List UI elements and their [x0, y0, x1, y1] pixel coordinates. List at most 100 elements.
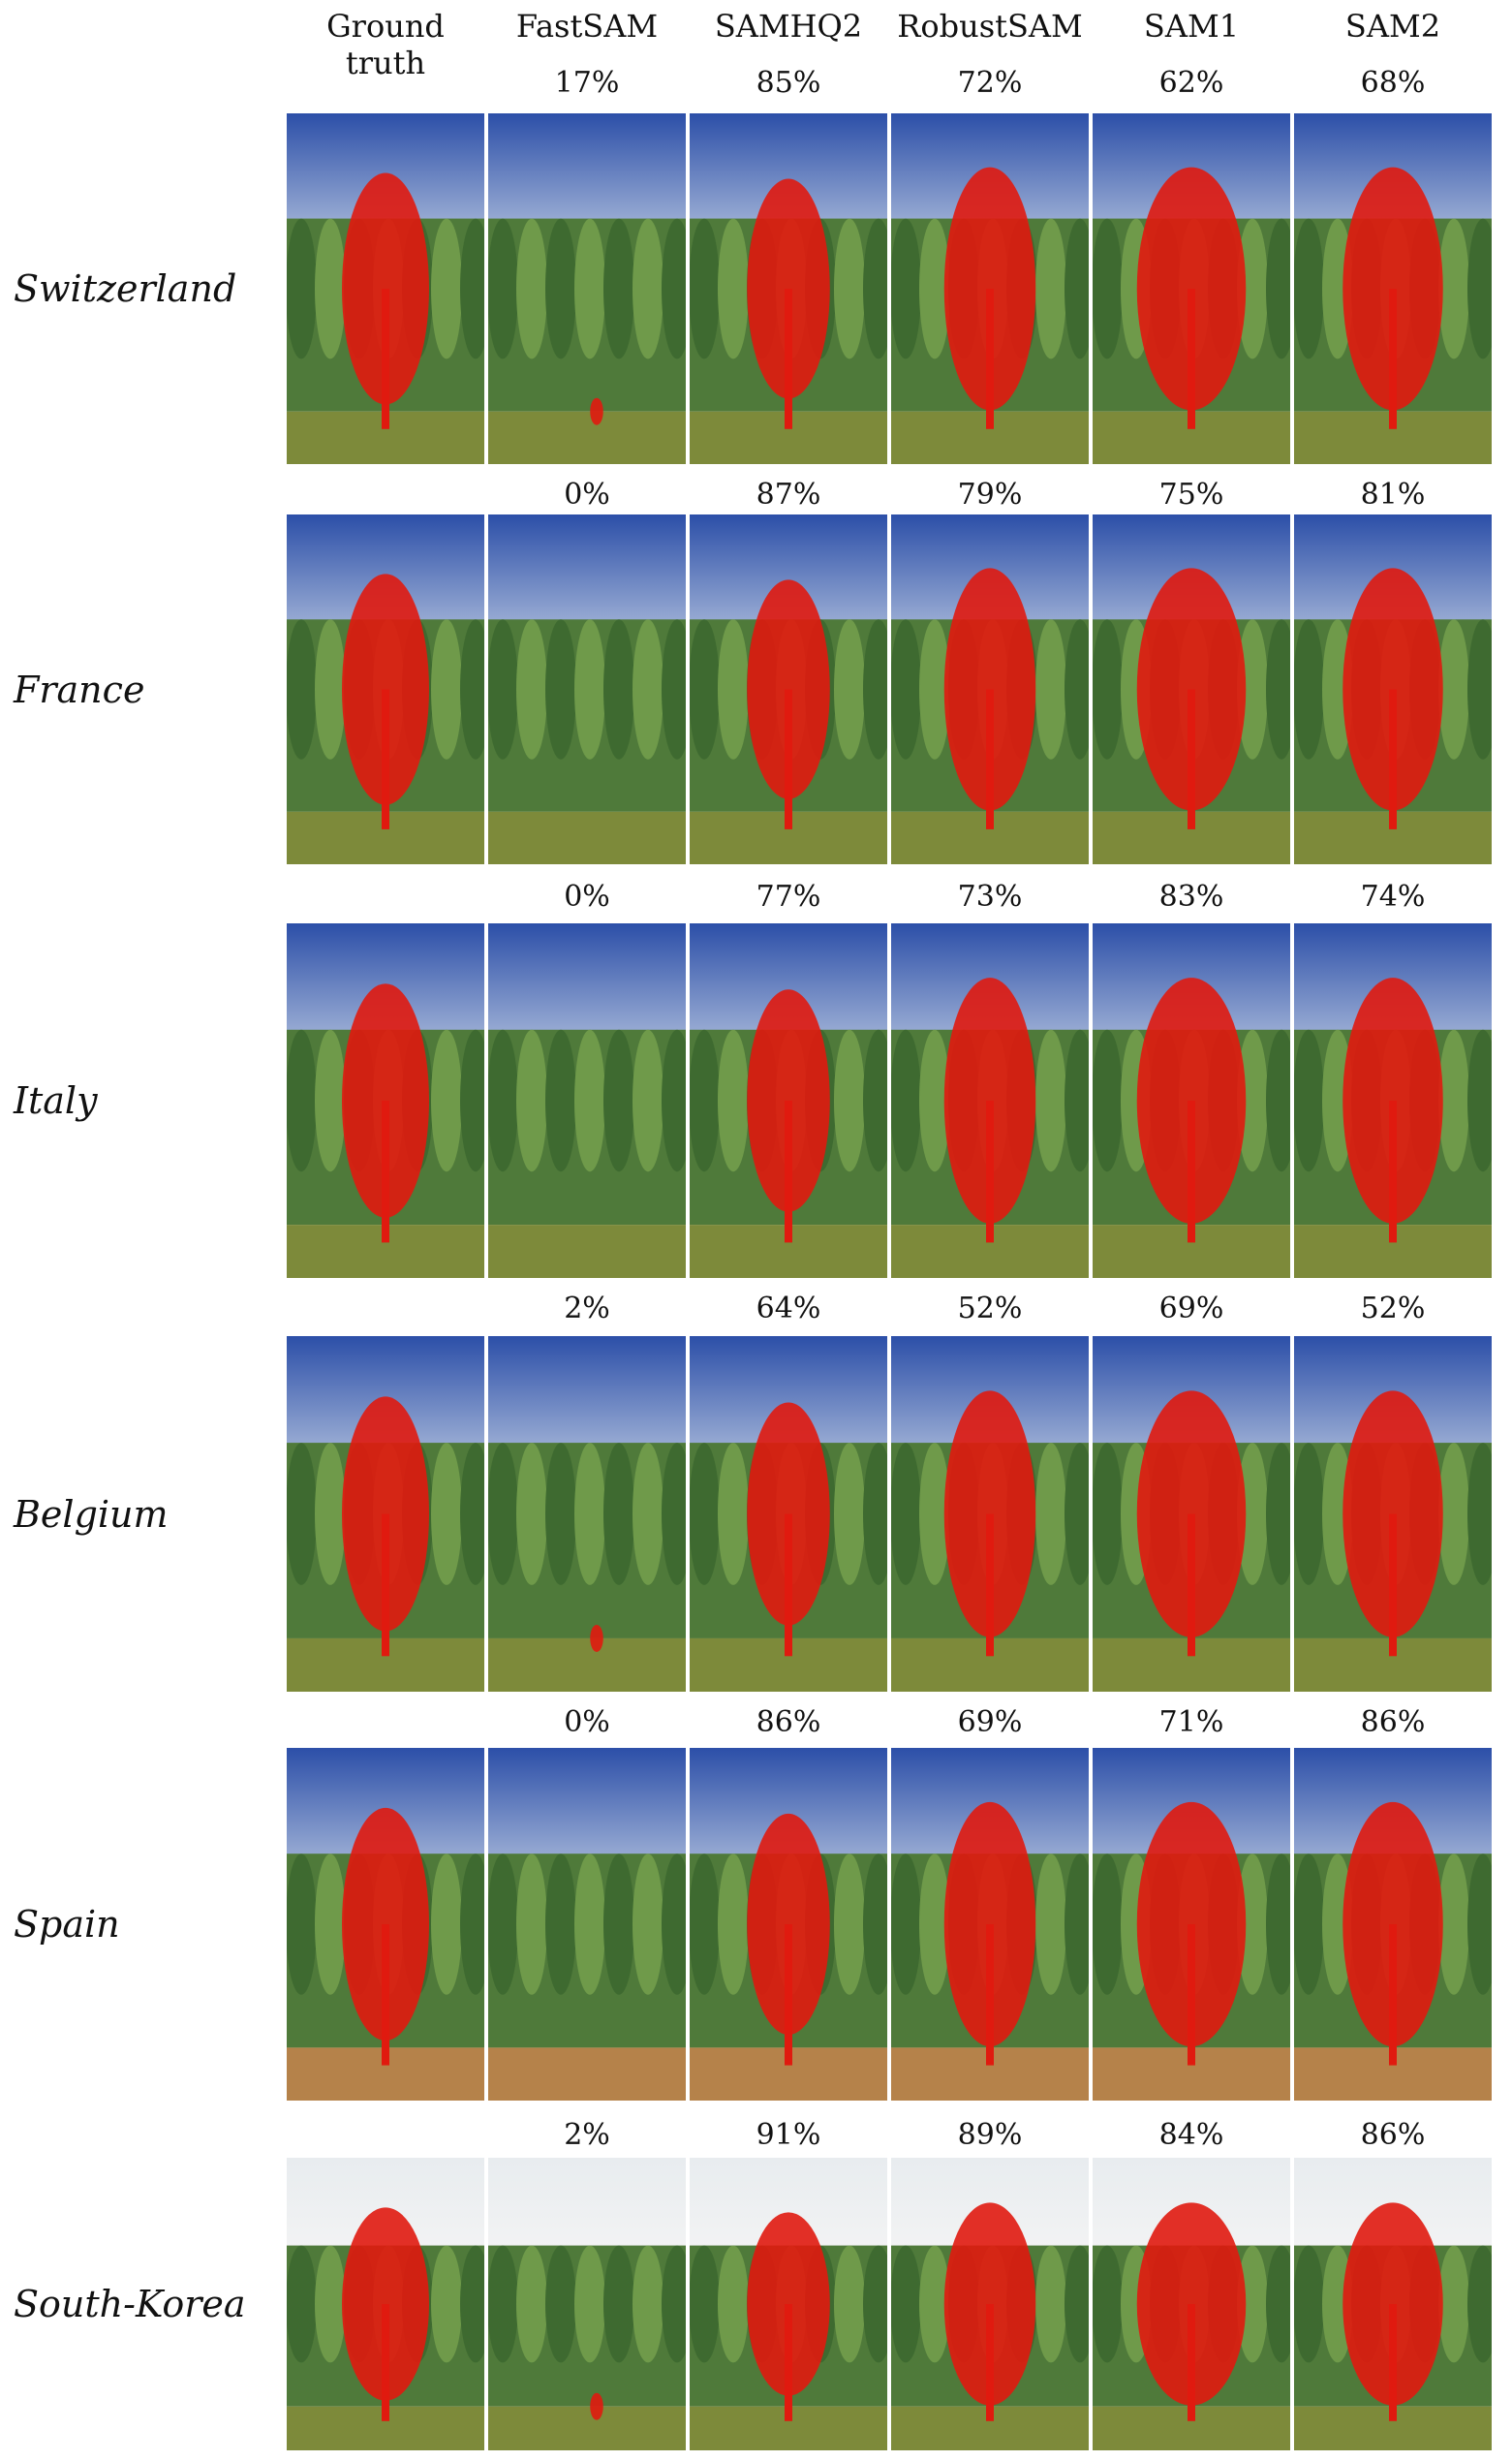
- segmentation-image: [1093, 923, 1290, 1278]
- tree: [431, 2245, 462, 2363]
- tree: [919, 218, 950, 359]
- score: 71%: [1158, 1705, 1224, 1739]
- score: 2%: [564, 2118, 610, 2152]
- tree: [1266, 1443, 1290, 1585]
- segmentation-image: [891, 113, 1089, 464]
- segmentation-image: [690, 514, 887, 864]
- tree: [460, 218, 484, 359]
- tree: [919, 619, 950, 760]
- tree: [633, 2245, 663, 2363]
- tree: [545, 619, 576, 760]
- tree: [834, 1029, 865, 1172]
- ground: [488, 1225, 686, 1278]
- mask-trunk: [785, 1513, 792, 1657]
- tree: [1237, 1443, 1268, 1585]
- mask-trunk: [1389, 689, 1397, 829]
- segmentation-image: [690, 1336, 887, 1692]
- ground: [488, 2047, 686, 2101]
- score: 2%: [564, 1292, 610, 1325]
- tree: [315, 1854, 346, 1995]
- tree: [690, 1029, 720, 1172]
- segmentation-image: [287, 514, 484, 864]
- score: 81%: [1360, 478, 1426, 512]
- segmentation-image: [287, 2158, 484, 2450]
- segmentation-image: [1294, 113, 1492, 464]
- score: 69%: [957, 1705, 1023, 1739]
- score: 17%: [554, 66, 620, 100]
- tree: [1093, 1029, 1123, 1172]
- tree: [545, 1443, 576, 1585]
- tree: [1093, 218, 1123, 359]
- tree: [315, 2245, 346, 2363]
- tree: [834, 1854, 865, 1995]
- mask-trunk: [382, 1513, 389, 1657]
- segmentation-image: [1093, 113, 1290, 464]
- segmentation-image: [287, 923, 484, 1278]
- tree: [1093, 2245, 1123, 2363]
- segmentation-image: [1294, 1336, 1492, 1692]
- tree: [545, 2245, 576, 2363]
- segmentation-image: [1093, 2158, 1290, 2450]
- tree: [662, 1029, 686, 1172]
- tree: [919, 2245, 950, 2363]
- tree: [516, 1029, 547, 1172]
- tree: [1266, 1854, 1290, 1995]
- tree: [1093, 1443, 1123, 1585]
- tree: [662, 1443, 686, 1585]
- score: 52%: [1360, 1292, 1426, 1325]
- tree: [287, 619, 317, 760]
- score: 0%: [564, 478, 610, 512]
- tree: [1294, 1854, 1324, 1995]
- mask-trunk: [1188, 1924, 1195, 2066]
- score: 0%: [564, 1705, 610, 1739]
- row-label: Spain: [14, 1903, 120, 1946]
- score: 62%: [1158, 66, 1224, 100]
- tree: [1294, 218, 1324, 359]
- tree: [1294, 2245, 1324, 2363]
- column-header: RobustSAM: [897, 8, 1083, 45]
- mask-trunk: [1389, 1924, 1397, 2066]
- score: 0%: [564, 880, 610, 914]
- tree: [1237, 619, 1268, 760]
- segmentation-image: [891, 2158, 1089, 2450]
- mask-trunk: [785, 1924, 792, 2066]
- tree: [287, 2245, 317, 2363]
- tree: [431, 1029, 462, 1172]
- tree: [431, 1854, 462, 1995]
- score: 91%: [756, 2118, 821, 2152]
- tree: [891, 1443, 921, 1585]
- score: 74%: [1360, 880, 1426, 914]
- tree: [891, 218, 921, 359]
- tree: [834, 619, 865, 760]
- tree: [1294, 619, 1324, 760]
- tree: [1237, 218, 1268, 359]
- tree: [460, 1854, 484, 1995]
- tree: [516, 2245, 547, 2363]
- segmentation-image: [1093, 514, 1290, 864]
- tree: [516, 1854, 547, 1995]
- tree: [891, 2245, 921, 2363]
- tree: [1035, 1029, 1066, 1172]
- score: 86%: [1360, 2118, 1426, 2152]
- tree: [315, 619, 346, 760]
- tree: [718, 218, 749, 359]
- score: 86%: [1360, 1705, 1426, 1739]
- tree: [919, 1443, 950, 1585]
- tree: [603, 619, 634, 760]
- mask: [590, 397, 603, 425]
- tree: [1467, 619, 1492, 760]
- score: 75%: [1158, 478, 1224, 512]
- segmentation-image: [891, 1748, 1089, 2101]
- mask-trunk: [785, 2304, 792, 2421]
- tree: [1065, 1029, 1089, 1172]
- score: 69%: [1158, 1292, 1224, 1325]
- tree: [1266, 619, 1290, 760]
- tree: [488, 218, 518, 359]
- tree: [315, 1443, 346, 1585]
- tree: [633, 1854, 663, 1995]
- tree: [919, 1029, 950, 1172]
- ground: [488, 2406, 686, 2450]
- mask-trunk: [986, 2304, 994, 2421]
- tree: [1467, 1029, 1492, 1172]
- mask-trunk: [382, 2304, 389, 2421]
